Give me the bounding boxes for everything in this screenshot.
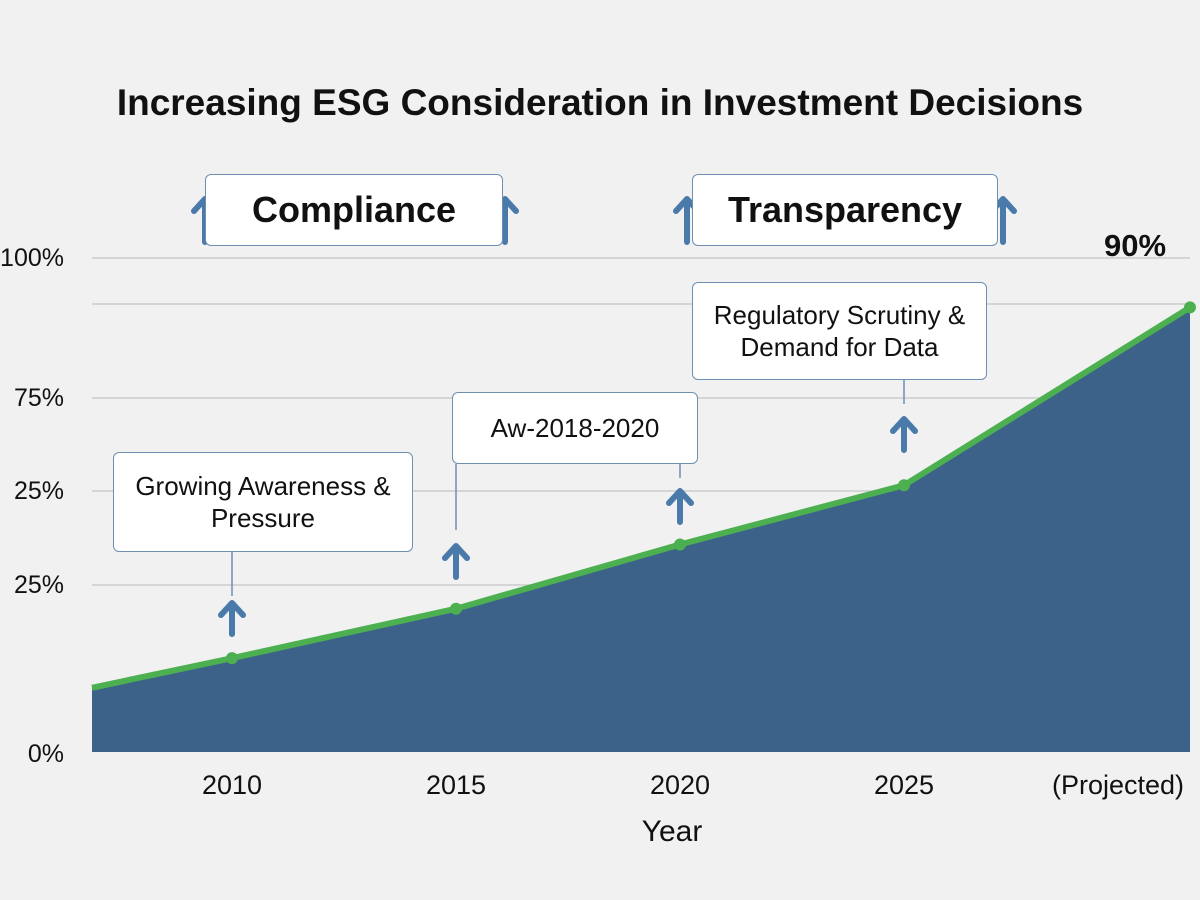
data-point	[450, 602, 462, 615]
data-point	[226, 652, 238, 665]
annotation-transparency: Transparency	[692, 174, 998, 246]
up-arrow-icon	[890, 416, 918, 453]
y-tick-label: 0%	[27, 740, 64, 768]
end-value-label: 90%	[1104, 228, 1167, 263]
annotation-awareness: Growing Awareness & Pressure	[113, 452, 413, 552]
x-tick-label: 2020	[649, 770, 711, 800]
x-tick-label: (Projected)	[1051, 770, 1185, 800]
x-axis-label: Year	[641, 815, 703, 848]
y-tick-label: 25%	[13, 477, 64, 505]
area-fill	[92, 307, 1190, 752]
chart-title: Increasing ESG Consideration in Investme…	[116, 82, 1084, 123]
y-tick-label: 75%	[13, 384, 64, 412]
series-line	[91, 304, 1192, 691]
up-arrow-icon	[442, 543, 470, 580]
annotation-compliance: Compliance	[205, 174, 503, 246]
x-tick-label: 2015	[425, 770, 487, 800]
x-tick-label: 2010	[201, 770, 263, 800]
annotation-regulatory: Regulatory Scrutiny & Demand for Data	[692, 282, 987, 380]
up-arrow-icon	[218, 600, 246, 637]
data-point	[1184, 301, 1196, 314]
up-arrow-icon	[666, 488, 694, 525]
y-tick-label: 25%	[13, 571, 64, 599]
data-point	[898, 479, 910, 492]
y-tick-label: 100%	[0, 244, 64, 272]
annotation-period: Aw-2018-2020	[452, 392, 698, 464]
data-point	[674, 538, 686, 551]
x-tick-label: 2025	[873, 770, 935, 800]
